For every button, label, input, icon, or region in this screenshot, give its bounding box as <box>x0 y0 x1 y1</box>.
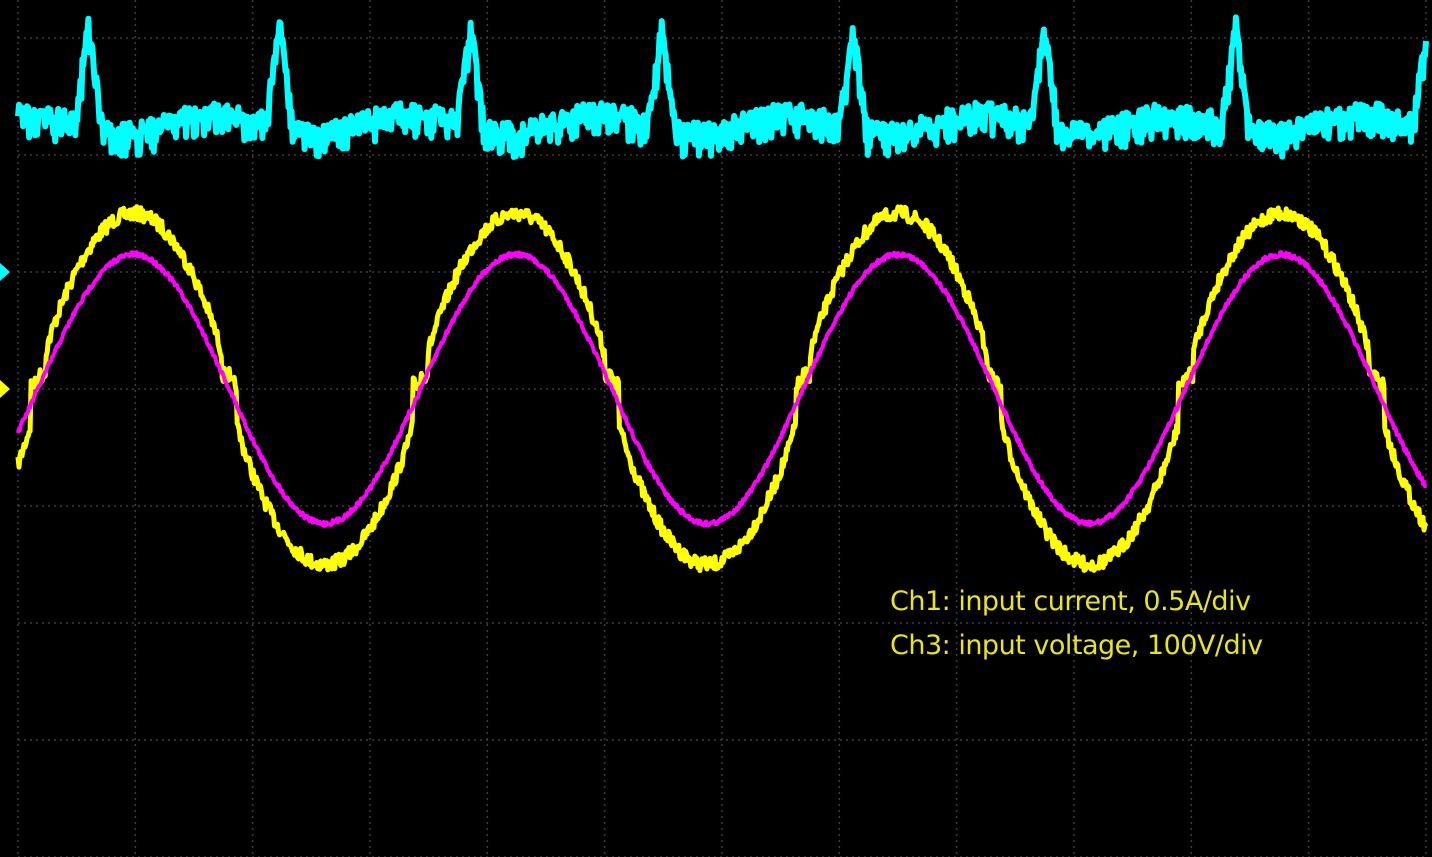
annotation-ch1: Ch1: input current, 0.5A/div <box>890 586 1251 617</box>
trace-ch3 <box>16 250 1428 528</box>
annotation-ch3: Ch3: input voltage, 100V/div <box>890 630 1263 661</box>
ground-marker <box>0 380 10 398</box>
ground-markers <box>0 263 10 398</box>
grid <box>17 0 1427 857</box>
traces <box>15 14 1429 573</box>
ground-marker <box>0 263 10 281</box>
trace-ripple <box>15 14 1429 160</box>
